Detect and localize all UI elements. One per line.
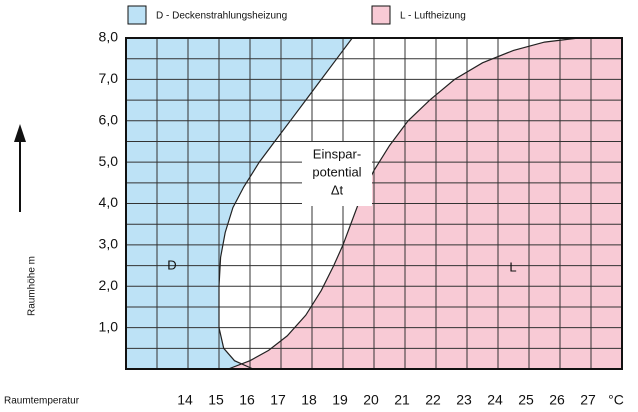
- y-tick-label: 2,0: [99, 277, 119, 293]
- grid: [126, 37, 622, 369]
- legend-label: L - Luftheizung: [400, 11, 466, 22]
- x-tick-label: 18: [301, 392, 317, 408]
- x-tick-label: 14: [177, 392, 193, 408]
- x-tick-label: 22: [425, 392, 441, 408]
- x-tick-label: 21: [394, 392, 410, 408]
- y-tick-label: 6,0: [99, 111, 119, 127]
- x-tick-label: 25: [518, 392, 534, 408]
- x-tick-label: 17: [270, 392, 286, 408]
- y-tick-label: 5,0: [99, 153, 119, 169]
- annotation: Δt: [331, 182, 344, 197]
- annotation: Einspar-: [313, 146, 361, 161]
- y-axis-label: Raumhöhe m: [27, 256, 38, 316]
- x-tick-label: 23: [456, 392, 472, 408]
- axis-arrow-head: [14, 124, 26, 142]
- y-tick-label: 1,0: [99, 318, 119, 334]
- y-tick-label: 3,0: [99, 236, 119, 252]
- x-tick-label: 24: [487, 392, 503, 408]
- x-tick-label: 20: [363, 392, 379, 408]
- annotation: potential: [312, 164, 361, 179]
- legend-label: D - Deckenstrahlungsheizung: [156, 11, 287, 22]
- x-tick-label: 15: [208, 392, 224, 408]
- legend-swatch: [127, 5, 147, 25]
- x-tick-label: 26: [549, 392, 565, 408]
- legend-swatch: [371, 5, 391, 25]
- x-axis-label: Raumtemperatur: [4, 396, 80, 407]
- plot-frame: [125, 37, 623, 370]
- y-tick-label: 4,0: [99, 194, 119, 210]
- boundary-curve: [218, 37, 353, 370]
- y-tick-label: 7,0: [99, 70, 119, 86]
- x-unit: °C: [608, 392, 624, 408]
- y-tick-label: 8,0: [99, 29, 119, 45]
- annotation: D: [167, 257, 176, 272]
- annotation-bg: [302, 142, 372, 206]
- x-tick-label: 19: [332, 392, 348, 408]
- annotation: L: [509, 259, 516, 274]
- x-tick-label: 16: [239, 392, 255, 408]
- x-tick-label: 27: [580, 392, 596, 408]
